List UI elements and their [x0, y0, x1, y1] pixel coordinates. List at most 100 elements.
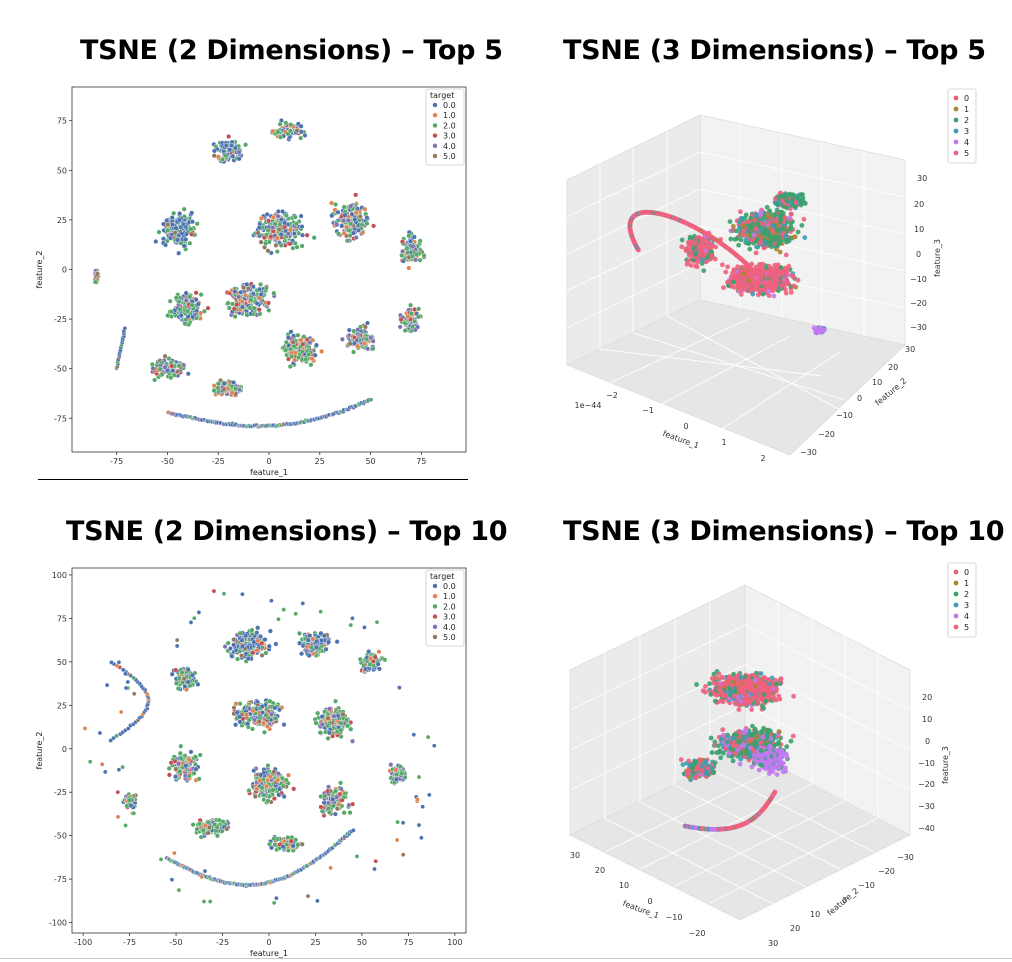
data-point: [743, 237, 749, 243]
data-point: [774, 227, 780, 233]
data-point: [262, 729, 268, 735]
y-tick-label: -75: [54, 414, 67, 423]
data-point: [294, 244, 300, 250]
data-point: [245, 286, 251, 292]
data-point: [285, 335, 291, 341]
data-point: [254, 648, 260, 654]
data-point: [303, 356, 309, 362]
data-point: [367, 661, 373, 667]
data-point: [319, 722, 325, 728]
data-point: [333, 698, 339, 704]
data-point: [190, 314, 196, 320]
data-point: [737, 225, 743, 231]
data-point: [195, 681, 201, 687]
data-point: [177, 211, 183, 217]
data-point: [222, 644, 228, 650]
data-point: [153, 238, 159, 244]
data-point: [410, 243, 416, 249]
offset-text: 1e−44: [575, 401, 602, 410]
data-point: [775, 262, 781, 268]
data-point: [175, 368, 181, 374]
data-point: [773, 196, 778, 202]
data-point: [406, 233, 412, 239]
data-point: [195, 301, 201, 307]
data-point: [178, 312, 184, 318]
data-point: [326, 639, 332, 645]
legend-marker: [432, 153, 438, 159]
data-point: [175, 686, 181, 692]
data-point: [229, 390, 235, 396]
data-point: [280, 208, 286, 214]
data-point: [166, 772, 172, 778]
data-point: [237, 648, 243, 654]
data-point: [251, 717, 257, 723]
z-axis-label: feature_3: [933, 239, 942, 277]
z-tick-label: 0: [916, 250, 921, 259]
data-point: [408, 238, 414, 244]
data-point: [170, 368, 176, 374]
data-point: [357, 656, 363, 662]
data-point: [265, 248, 271, 254]
data-point: [699, 236, 705, 242]
data-point: [169, 671, 175, 677]
data-point: [744, 287, 749, 293]
data-point: [299, 224, 305, 230]
data-point: [309, 356, 315, 362]
data-point: [263, 712, 269, 718]
data-point: [344, 238, 350, 244]
data-point: [311, 235, 317, 241]
data-point: [778, 239, 784, 244]
data-point: [782, 287, 788, 292]
data-point: [721, 285, 726, 290]
x-tick-label: 0: [266, 457, 271, 466]
data-point: [367, 656, 373, 662]
data-point: [738, 237, 744, 243]
data-point: [298, 135, 304, 141]
data-point: [365, 320, 371, 326]
data-point: [292, 357, 298, 363]
legend-label: 1.0: [443, 111, 456, 120]
data-point: [194, 221, 200, 227]
data-point: [169, 215, 175, 221]
data-point: [338, 727, 344, 733]
data-point: [410, 324, 416, 330]
data-point: [747, 265, 753, 270]
data-point: [798, 198, 803, 203]
data-point: [365, 346, 371, 352]
data-point: [258, 215, 264, 221]
data-point: [801, 216, 807, 222]
data-point: [176, 299, 182, 305]
data-point: [232, 314, 238, 320]
data-point: [331, 713, 337, 719]
data-point: [766, 293, 772, 298]
y-tick-label: 0: [857, 394, 862, 403]
data-point: [187, 294, 193, 300]
data-point: [257, 286, 263, 292]
x-tick-label: 75: [416, 457, 426, 466]
data-point: [325, 715, 331, 721]
x-axis-label: feature_1: [661, 429, 700, 450]
y-tick-label: 30: [905, 345, 915, 354]
data-point: [270, 214, 276, 220]
data-point: [266, 300, 272, 306]
title-2d-top10: TSNE (2 Dimensions) – Top 10: [66, 516, 508, 547]
data-point: [262, 637, 268, 643]
data-point: [774, 207, 780, 213]
data-point: [193, 297, 199, 303]
data-point: [753, 269, 759, 275]
data-point: [750, 291, 756, 297]
data-point: [813, 330, 819, 335]
data-point: [693, 263, 699, 269]
data-point: [245, 656, 251, 662]
data-point: [788, 211, 794, 217]
data-point: [272, 705, 278, 711]
data-point: [787, 191, 792, 197]
data-point: [249, 726, 255, 732]
data-point: [789, 273, 795, 278]
data-point: [362, 340, 368, 346]
data-point: [165, 227, 171, 233]
data-point: [255, 230, 261, 236]
y-tick-label: 50: [57, 166, 67, 175]
z-tick-label: 10: [914, 225, 924, 234]
legend-marker: [953, 128, 959, 134]
